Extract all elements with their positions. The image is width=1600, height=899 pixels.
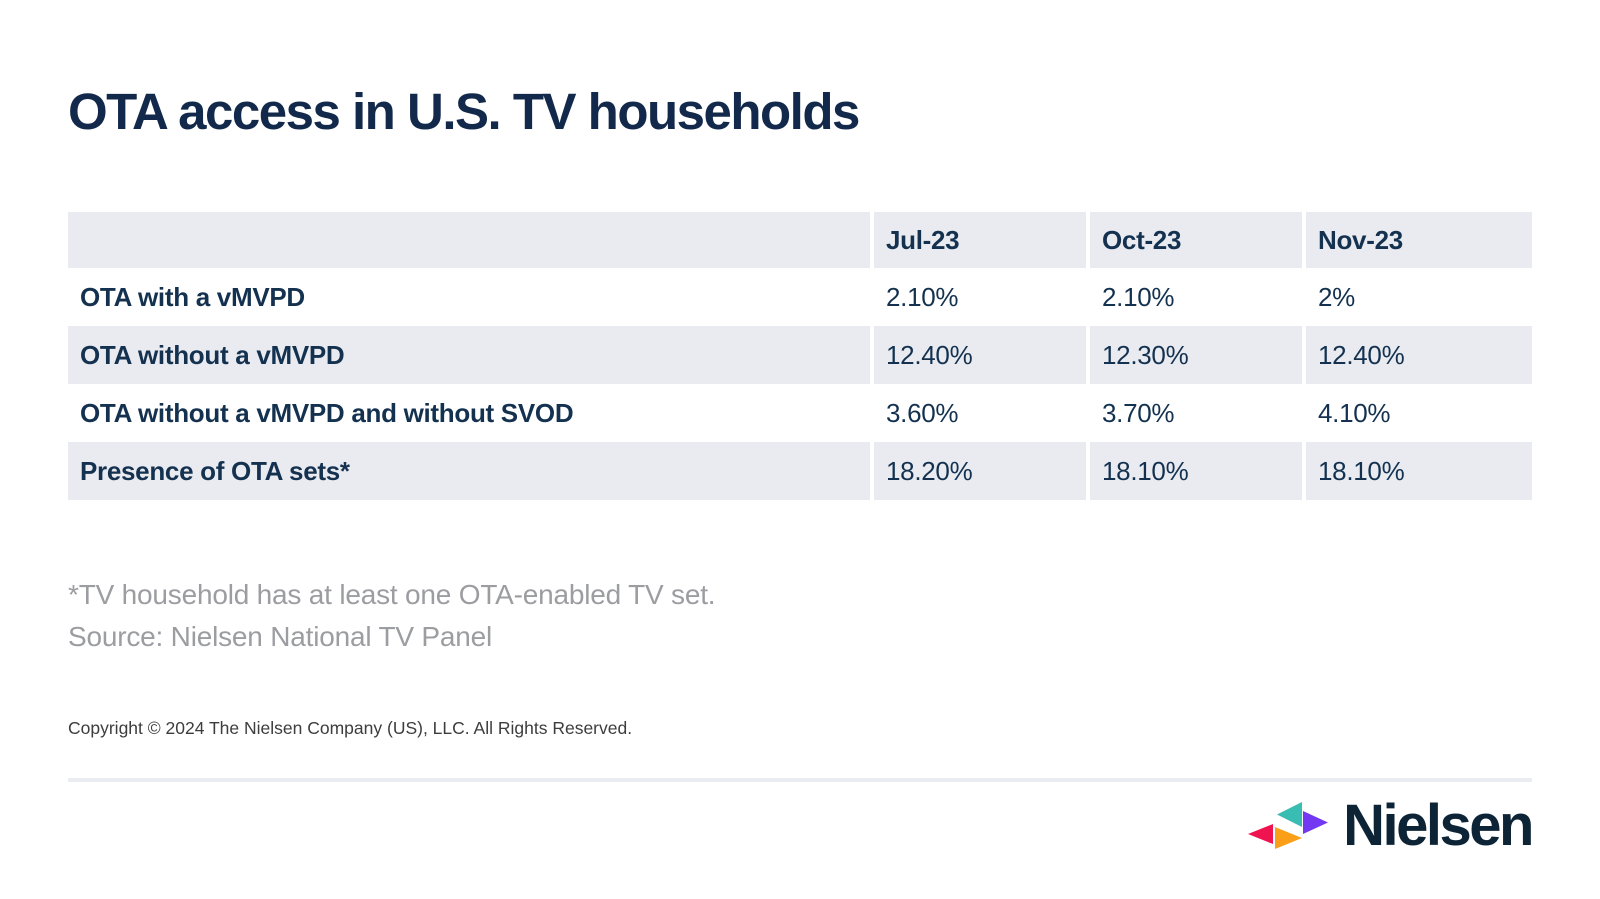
cell-value: 12.40% bbox=[874, 326, 1086, 384]
page-title: OTA access in U.S. TV households bbox=[68, 83, 860, 140]
cell-value: 18.20% bbox=[874, 442, 1086, 500]
cell-value: 2% bbox=[1318, 281, 1355, 312]
table-header-nov-23: Nov-23 bbox=[1306, 212, 1532, 268]
row-label: OTA without a vMVPD and without SVOD bbox=[80, 397, 574, 428]
cell-value: 18.10% bbox=[1090, 442, 1302, 500]
cell-value: 2.10% bbox=[1102, 281, 1175, 312]
purple-triangle bbox=[1303, 811, 1329, 834]
table-row-presence-of-ota-sets: Presence of OTA sets* 18.20% 18.10% 18.1… bbox=[68, 442, 1532, 500]
orange-triangle bbox=[1275, 827, 1303, 849]
cell-value: 3.70% bbox=[1102, 397, 1175, 428]
infographic-page: OTA access in U.S. TV households Jul-23 … bbox=[68, 83, 1534, 858]
row-label: Presence of OTA sets* bbox=[68, 442, 870, 500]
cell-value: 4.10% bbox=[1318, 397, 1391, 428]
footer-logo-row: Nielsen bbox=[68, 793, 1534, 858]
table-header-row: Jul-23 Oct-23 Nov-23 bbox=[68, 212, 1532, 268]
nielsen-logo: Nielsen bbox=[1245, 793, 1534, 858]
teal-triangle bbox=[1277, 802, 1303, 827]
cell-value: 2.10% bbox=[886, 281, 959, 312]
cell-value: 12.30% bbox=[1090, 326, 1302, 384]
table-row-ota-with-vmvpd: OTA with a vMVPD 2.10% 2.10% 2% bbox=[68, 268, 1532, 326]
cell-value: 18.10% bbox=[1306, 442, 1532, 500]
table-header-jul-23: Jul-23 bbox=[874, 212, 1086, 268]
row-label: OTA without a vMVPD bbox=[68, 326, 870, 384]
pink-triangle bbox=[1248, 824, 1274, 844]
table-row-ota-without-vmvpd-svod: OTA without a vMVPD and without SVOD 3.6… bbox=[68, 384, 1532, 442]
cell-value: 3.60% bbox=[886, 397, 959, 428]
nielsen-wordmark: Nielsen bbox=[1343, 793, 1534, 858]
table-header-oct-23: Oct-23 bbox=[1090, 212, 1302, 268]
row-label: OTA with a vMVPD bbox=[80, 281, 305, 312]
footer-divider bbox=[68, 778, 1532, 782]
footnote-text: *TV household has at least one OTA-enabl… bbox=[68, 579, 716, 610]
cell-value: 12.40% bbox=[1306, 326, 1532, 384]
source-text: Source: Nielsen National TV Panel bbox=[68, 621, 493, 652]
table-header-empty-cell bbox=[68, 212, 870, 268]
footnotes-block: *TV household has at least one OTA-enabl… bbox=[68, 574, 1532, 658]
table-row-ota-without-vmvpd: OTA without a vMVPD 12.40% 12.30% 12.40% bbox=[68, 326, 1532, 384]
copyright-text: Copyright © 2024 The Nielsen Company (US… bbox=[68, 718, 633, 738]
nielsen-triangles-icon bbox=[1248, 802, 1329, 849]
ota-access-table: Jul-23 Oct-23 Nov-23 OTA with a vMVPD 2.… bbox=[68, 212, 1532, 500]
